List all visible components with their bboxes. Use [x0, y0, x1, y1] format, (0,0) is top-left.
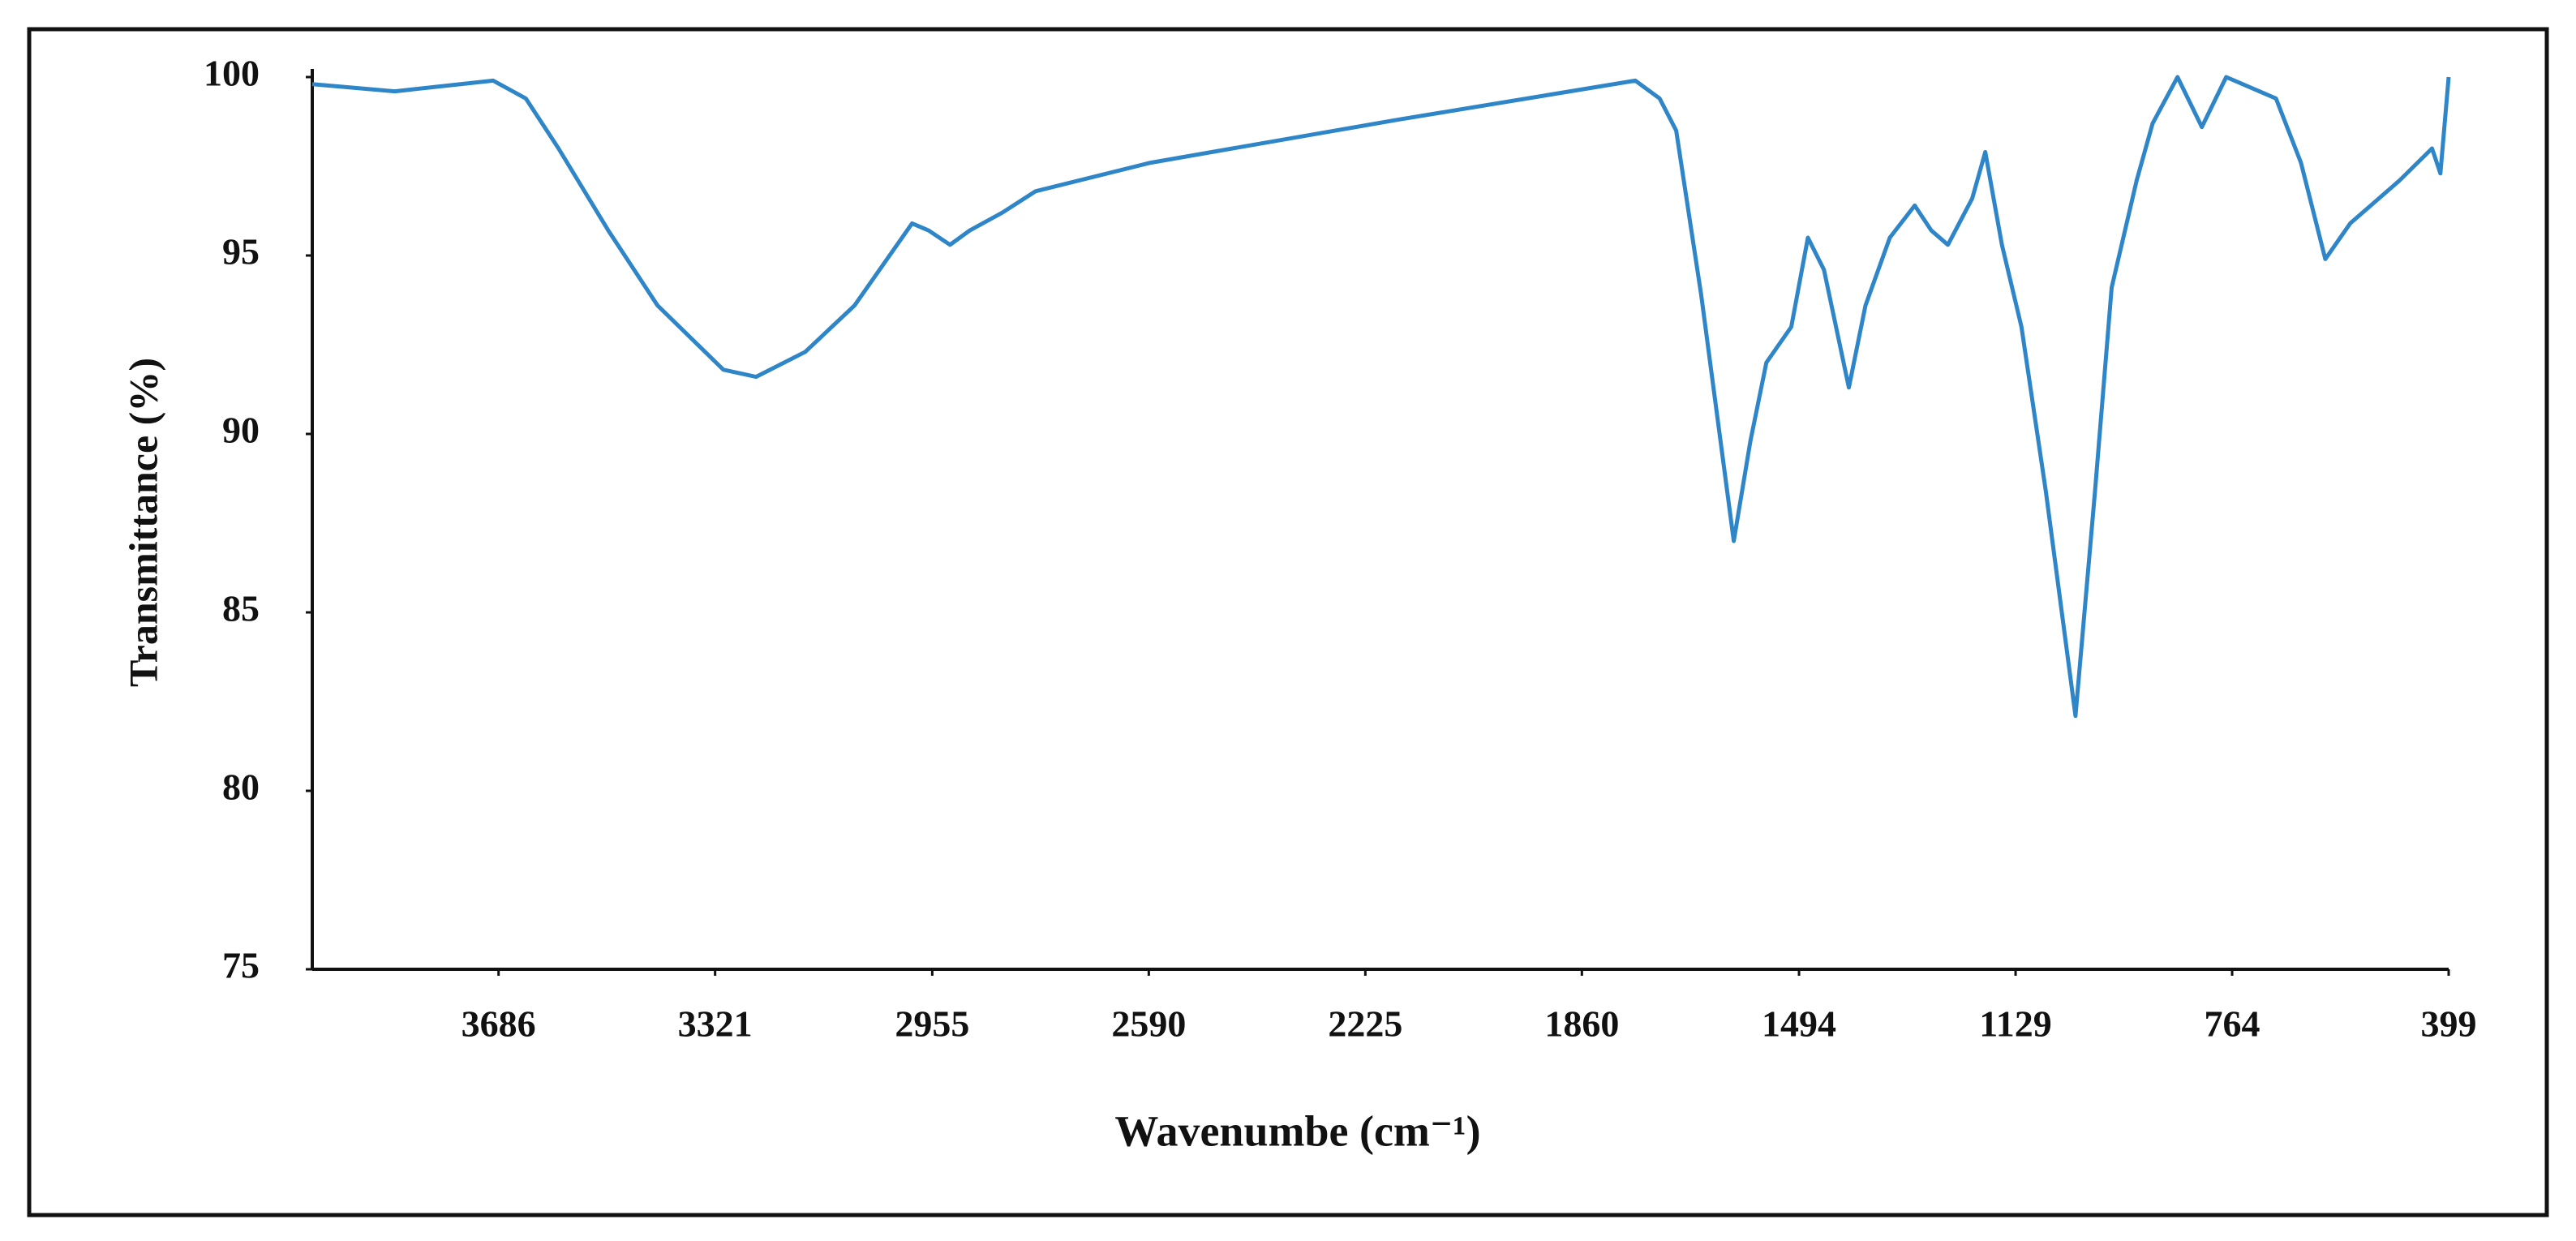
- x-tick-label: 1129: [1979, 1003, 2051, 1045]
- x-axis-label: Wavenumbe (cm⁻¹): [1114, 1106, 1480, 1155]
- x-tick-label: 1860: [1544, 1003, 1619, 1045]
- x-tick-label: 2225: [1328, 1003, 1402, 1045]
- y-tick-label: 90: [222, 410, 260, 451]
- y-tick-label: 100: [204, 53, 260, 94]
- y-tick-label: 80: [222, 766, 260, 808]
- x-tick-label: 3686: [462, 1003, 536, 1045]
- x-tick-label: 1494: [1762, 1003, 1836, 1045]
- y-tick-label: 95: [222, 231, 260, 273]
- x-tick-label: 2590: [1111, 1003, 1186, 1045]
- spectrum-line: [311, 75, 2451, 719]
- x-tick-label: 399: [2421, 1003, 2477, 1045]
- x-tick-label: 2955: [895, 1003, 969, 1045]
- x-tick-label: 3321: [678, 1003, 753, 1045]
- y-tick-label: 75: [222, 945, 260, 986]
- y-tick-label: 85: [222, 588, 260, 629]
- y-axis-label: Transmittance (%): [120, 358, 165, 687]
- x-tick-label: 764: [2205, 1003, 2260, 1045]
- frame: [27, 27, 2549, 1217]
